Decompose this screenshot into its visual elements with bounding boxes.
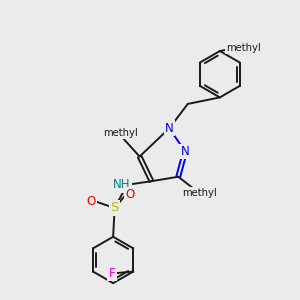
Text: methyl: methyl (103, 128, 138, 138)
Text: S: S (110, 202, 119, 214)
Text: F: F (109, 267, 116, 280)
Text: N: N (181, 145, 189, 158)
Text: methyl: methyl (226, 43, 261, 53)
Text: methyl: methyl (182, 188, 216, 198)
Text: O: O (86, 195, 96, 208)
Text: O: O (125, 188, 135, 201)
Text: NH: NH (113, 178, 130, 191)
Text: N: N (165, 122, 174, 135)
